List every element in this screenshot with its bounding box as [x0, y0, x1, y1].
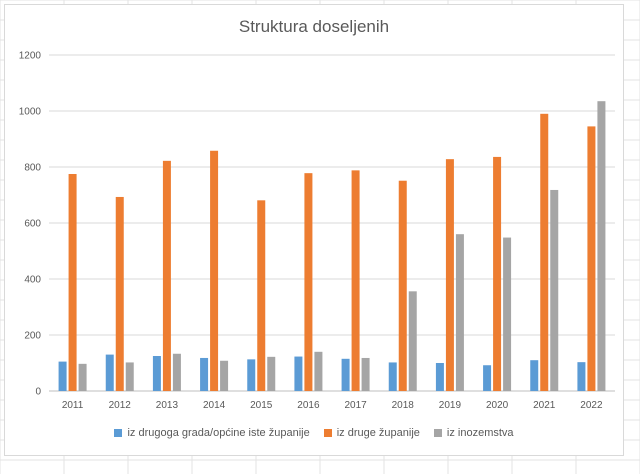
bar-iz-druge-upanije-2016[interactable]	[304, 173, 313, 391]
y-tick-label: 600	[24, 219, 41, 230]
legend-item[interactable]: iz drugoga grada/općine iste županije	[114, 427, 310, 439]
bar-iz-druge-upanije-2011[interactable]	[68, 174, 77, 391]
legend-swatch	[114, 429, 123, 437]
bar-iz-drugoga-grada-op-ine-iste-upanije-2017[interactable]	[341, 358, 350, 391]
bar-iz-inozemstva-2018[interactable]	[408, 291, 417, 391]
bar-iz-druge-upanije-2013[interactable]	[162, 160, 171, 391]
y-tick-label: 800	[24, 163, 41, 174]
bar-iz-drugoga-grada-op-ine-iste-upanije-2021[interactable]	[530, 360, 539, 391]
bar-iz-inozemstva-2016[interactable]	[314, 351, 323, 391]
legend-label: iz druge županije	[336, 427, 420, 439]
bar-iz-drugoga-grada-op-ine-iste-upanije-2019[interactable]	[435, 363, 444, 391]
chart-area[interactable]: Struktura doseljenih 0 200 400 600 800 1000 12…	[4, 4, 624, 456]
bar-iz-drugoga-grada-op-ine-iste-upanije-2022[interactable]	[577, 362, 586, 391]
x-tick-label: 2016	[297, 400, 320, 411]
bar-iz-inozemstva-2021[interactable]	[550, 189, 559, 391]
y-tick-label: 0	[35, 387, 41, 398]
x-tick-label: 2012	[109, 400, 132, 411]
bar-iz-drugoga-grada-op-ine-iste-upanije-2016[interactable]	[294, 356, 303, 391]
bar-iz-inozemstva-2017[interactable]	[361, 357, 370, 391]
bar-iz-druge-upanije-2014[interactable]	[210, 150, 219, 391]
bar-iz-druge-upanije-2012[interactable]	[115, 196, 124, 391]
bar-iz-inozemstva-2020[interactable]	[503, 237, 512, 391]
legend-label: iz inozemstva	[446, 427, 514, 439]
x-tick-label: 2017	[344, 400, 367, 411]
bar-iz-drugoga-grada-op-ine-iste-upanije-2012[interactable]	[105, 354, 114, 391]
bar-iz-druge-upanije-2018[interactable]	[398, 180, 407, 391]
bar-iz-inozemstva-2015[interactable]	[267, 356, 276, 391]
bar-iz-drugoga-grada-op-ine-iste-upanije-2011[interactable]	[58, 361, 67, 391]
plot-area: 0 200 400 600 800 1000 1200 2011 2012 2013 2014 201…	[19, 51, 615, 411]
bar-iz-inozemstva-2011[interactable]	[78, 363, 87, 391]
x-tick-label: 2015	[250, 400, 273, 411]
bar-iz-druge-upanije-2022[interactable]	[587, 126, 596, 392]
bar-iz-druge-upanije-2020[interactable]	[493, 156, 502, 391]
legend-swatch	[433, 429, 442, 437]
x-tick-label: 2013	[156, 400, 179, 411]
x-tick-label: 2019	[439, 400, 462, 411]
bar-iz-inozemstva-2012[interactable]	[125, 362, 134, 391]
bar-iz-druge-upanije-2015[interactable]	[257, 200, 266, 391]
x-tick-label: 2014	[203, 400, 226, 411]
bar-iz-inozemstva-2022[interactable]	[597, 101, 606, 391]
x-tick-label: 2022	[580, 400, 603, 411]
bar-iz-inozemstva-2014[interactable]	[220, 360, 229, 391]
x-tick-label: 2020	[486, 400, 509, 411]
bar-iz-druge-upanije-2021[interactable]	[540, 113, 549, 392]
x-tick-label: 2021	[533, 400, 556, 411]
bar-iz-druge-upanije-2019[interactable]	[445, 159, 454, 391]
bar-iz-drugoga-grada-op-ine-iste-upanije-2014[interactable]	[200, 357, 209, 391]
x-tick-label: 2011	[62, 400, 84, 411]
bar-iz-drugoga-grada-op-ine-iste-upanije-2020[interactable]	[483, 365, 492, 391]
x-tick-label: 2018	[392, 400, 415, 411]
legend-label: iz drugoga grada/općine iste županije	[127, 427, 310, 439]
legend-item[interactable]: iz inozemstva	[433, 427, 514, 439]
legend: iz drugoga grada/općine iste županije iz …	[5, 427, 623, 439]
bar-iz-inozemstva-2019[interactable]	[455, 234, 464, 391]
y-tick-label: 1200	[19, 51, 42, 62]
y-tick-label: 400	[24, 275, 41, 286]
chart-title: Struktura doseljenih	[238, 17, 390, 36]
y-tick-label: 200	[24, 331, 41, 342]
bar-iz-drugoga-grada-op-ine-iste-upanije-2018[interactable]	[388, 362, 397, 391]
y-tick-label: 1000	[19, 107, 42, 118]
bar-iz-drugoga-grada-op-ine-iste-upanije-2013[interactable]	[152, 356, 161, 391]
bar-iz-drugoga-grada-op-ine-iste-upanije-2015[interactable]	[247, 359, 256, 391]
legend-item[interactable]: iz druge županije	[323, 427, 420, 439]
bar-iz-inozemstva-2013[interactable]	[172, 353, 181, 391]
legend-swatch	[323, 429, 332, 437]
bar-iz-druge-upanije-2017[interactable]	[351, 170, 360, 391]
